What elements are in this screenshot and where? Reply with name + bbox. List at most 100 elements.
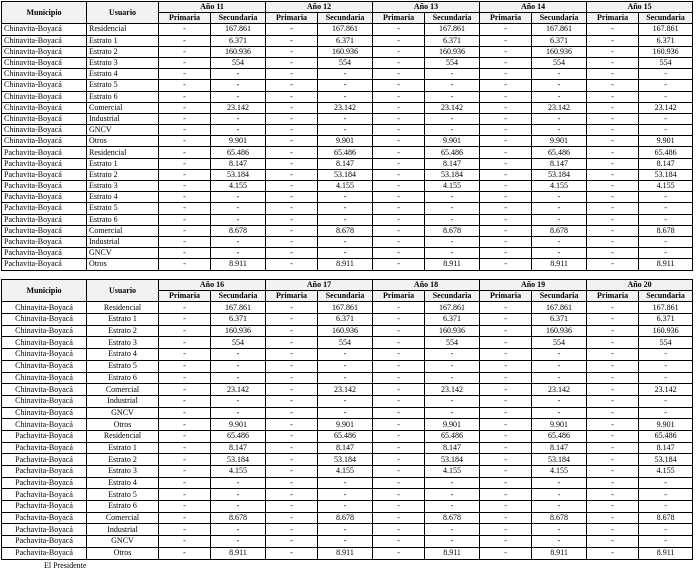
primaria-cell: - [265,394,319,408]
secundaria-cell: 4.155 [209,179,267,193]
primaria-cell: - [586,488,640,502]
usuario-cell: Estrato 5 [86,488,159,502]
secundaria-cell: - [638,202,694,215]
primaria-cell: - [479,394,533,408]
secundaria-cell: - [638,476,694,490]
secundaria-cell: - [638,235,694,249]
table-row: Chinavita-Boyacá Comercial -23.142-23.142-… [1,101,694,114]
secundaria-cell: 8.678 [209,224,267,237]
usuario-cell: Estrato 1 [86,157,159,170]
primaria-cell: - [265,34,319,47]
primaria-cell: - [158,90,211,103]
secundaria-cell: 53.184 [638,168,694,182]
table-row: Chinavita-Boyacá Estrato 3-554-554-554-55… [1,336,694,350]
primaria-cell: - [372,453,426,466]
primaria-cell: - [479,465,533,478]
secundaria-cell: - [317,488,374,502]
primaria-cell: - [372,301,426,315]
table-row: Chinavita-Boyacá Residencial -167.861-167.… [1,23,694,36]
header-row-years: Municipio Usuario Año 16 Año 17 Año 18 Año 19… [1,278,694,303]
secundaria-cell: 8.911 [209,258,267,271]
primaria-cell: - [586,112,640,126]
secundaria-cell: - [424,348,481,361]
table-row: Chinavita-Boyacá Industrial - - - - - - - - - - [1,112,694,126]
secundaria-cell: - [424,124,481,137]
table-row: Pachavita-Boyacá GNCV - - - - - - - - - - [1,535,694,548]
primaria-cell: - [372,101,426,114]
primaria-cell: - [479,23,533,36]
municipio-cell: Pachavita-Boyacá [1,511,87,525]
primaria-cell: - [479,157,533,170]
secundaria-cell: - [424,213,481,226]
secundaria-cell: - [209,394,267,408]
primaria-cell: - [158,191,211,204]
secundaria-cell: 554 [531,56,588,70]
municipio-cell: Pachavita-Boyacá [1,453,87,466]
secundaria-cell: 23.142 [638,101,694,114]
secundaria-cell: 23.142 [317,383,374,396]
primaria-cell: - [372,135,426,148]
secundaria-cell: 6.371 [638,313,694,326]
primaria-cell: - [372,179,426,193]
primaria-cell: - [265,418,319,431]
secundaria-cell: - [317,124,374,137]
table-row: Pachavita-Boyacá Estrato 3-4.155-4.155-4.… [1,465,694,478]
consumption-table-years-16-20: Municipio Usuario Año 16 Año 17 Año 18 Año 19… [1,278,694,560]
primaria-cell: - [265,500,319,513]
table-row: Chinavita-Boyacá Estrato 4---------- [1,68,694,81]
primaria-cell: - [265,124,319,137]
primaria-cell: - [479,336,533,350]
table-row: Pachavita-Boyacá GNCV - - - - - - - - - - [1,247,694,260]
primaria-cell: - [372,429,426,443]
secundaria-cell: 8.678 [209,511,267,525]
table-row: Chinavita-Boyacá Residencial -167.861-167.… [1,301,694,315]
primaria-cell: - [265,441,319,455]
primaria-cell: - [372,500,426,513]
primaria-cell: - [265,336,319,350]
primaria-cell: - [372,324,426,338]
primaria-cell: - [372,465,426,478]
primaria-cell: - [479,101,533,114]
secundaria-cell: - [531,406,588,420]
table-row: Pachavita-Boyacá Estrato 6---------- [1,500,694,513]
column-header-secundaria: Secundaria [531,12,588,25]
secundaria-cell: 53.184 [317,453,374,466]
table-row: Chinavita-Boyacá Otros -9.901-9.901-9.901-… [1,418,694,431]
primaria-cell: - [479,135,533,148]
primaria-cell: - [265,406,319,420]
primaria-cell: - [372,348,426,361]
table-row: Chinavita-Boyacá Estrato 5---------- [1,359,694,373]
primaria-cell: - [586,418,640,431]
primaria-cell: - [158,324,211,338]
primaria-cell: - [479,112,533,126]
primaria-cell: - [372,213,426,226]
primaria-cell: - [265,348,319,361]
secundaria-cell: - [638,247,694,260]
primaria-cell: - [586,383,640,396]
primaria-cell: - [372,535,426,548]
year-header: Año 15 [586,0,694,14]
primaria-cell: - [265,488,319,502]
secundaria-cell: 167.861 [531,23,588,36]
primaria-cell: - [158,523,211,537]
primaria-cell: - [372,191,426,204]
usuario-cell: Estrato 5 [86,202,159,215]
primaria-cell: - [586,101,640,114]
primaria-cell: - [158,34,211,47]
table-row: Chinavita-Boyacá Estrato 2-160.936-160.93… [1,324,694,338]
table-row: Chinavita-Boyacá Estrato 1-6.371-6.371-6.… [1,313,694,326]
primaria-cell: - [372,68,426,81]
primaria-cell: - [372,258,426,271]
secundaria-cell: 53.184 [424,453,481,466]
primaria-cell: - [586,168,640,182]
primaria-cell: - [586,348,640,361]
primaria-cell: - [586,191,640,204]
municipio-cell: Chinavita-Boyacá [1,324,87,338]
secundaria-cell: - [424,112,481,126]
secundaria-cell: - [531,371,588,385]
primaria-cell: - [479,235,533,249]
primaria-cell: - [586,324,640,338]
column-header-primaria: Primaria [158,290,211,303]
secundaria-cell: 160.936 [317,324,374,338]
primaria-cell: - [265,535,319,548]
